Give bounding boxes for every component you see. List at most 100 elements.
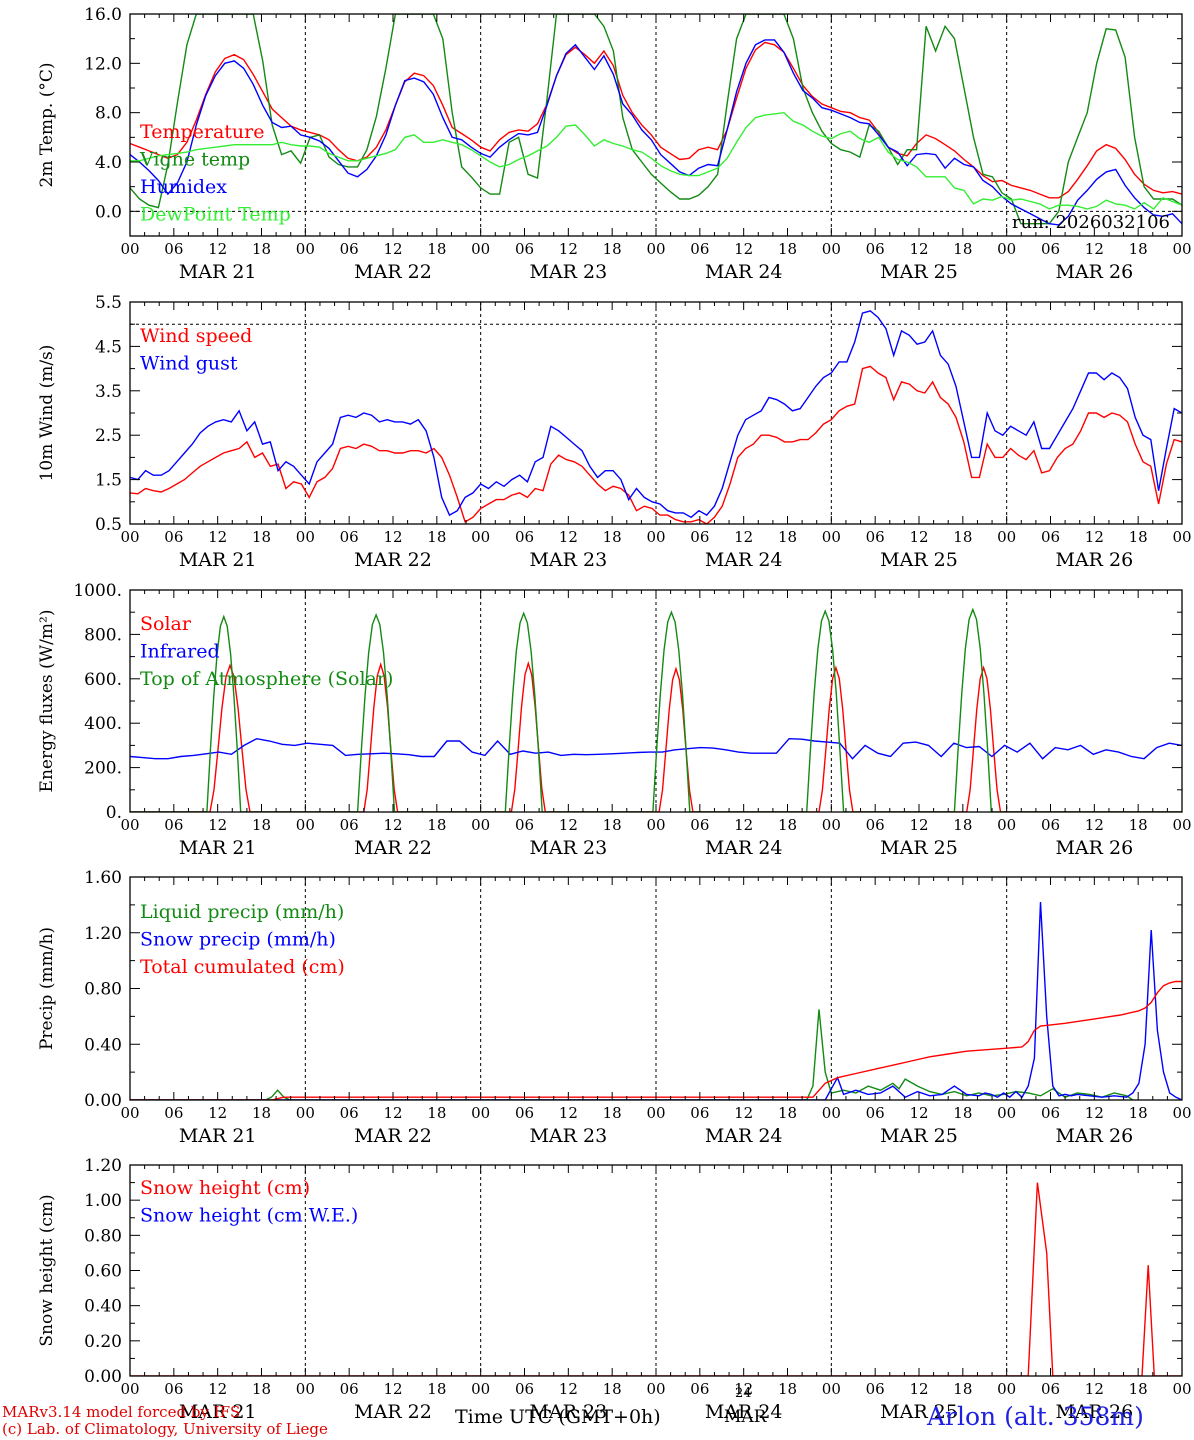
- x-tick-label: 18: [603, 1104, 622, 1122]
- center-month-label: MAR: [724, 1407, 767, 1427]
- x-tick-label: 00: [1172, 1104, 1191, 1122]
- x-tick-label: 00: [997, 1380, 1016, 1398]
- x-tick-label: 06: [1041, 816, 1060, 834]
- x-tick-label: 12: [1085, 816, 1104, 834]
- x-tick-label: 00: [471, 528, 490, 546]
- y-axis-title: Precip (mm/h): [37, 927, 57, 1050]
- x-day-label: MAR 21: [179, 261, 257, 283]
- series-line-vigne-temp: [130, 14, 1182, 225]
- legend-entry: Humidex: [140, 176, 227, 198]
- x-day-label: MAR 26: [1055, 261, 1133, 283]
- y-tick-label: 0.0: [95, 202, 122, 222]
- y-tick-label: 4.0: [95, 153, 122, 173]
- x-tick-label: 18: [603, 240, 622, 258]
- x-tick-label: 18: [1129, 1380, 1148, 1398]
- x-tick-label: 12: [559, 816, 578, 834]
- y-tick-label: 0.00: [84, 1091, 122, 1111]
- x-day-label: MAR 21: [179, 549, 257, 571]
- plot-area: [130, 14, 1182, 226]
- x-tick-label: 06: [340, 1104, 359, 1122]
- x-tick-label: 12: [734, 240, 753, 258]
- x-tick-label: 00: [822, 240, 841, 258]
- x-tick-label: 12: [734, 816, 753, 834]
- x-tick-label: 06: [866, 1104, 885, 1122]
- station-label: Arlon (alt. 358m): [927, 1402, 1144, 1431]
- x-tick-label: 00: [822, 816, 841, 834]
- panel-4: [129, 876, 1183, 1101]
- model-credit-line1: MARv3.14 model forced by IFS: [2, 1403, 241, 1421]
- x-tick-label: 12: [383, 528, 402, 546]
- y-axis-title: 2m Temp. (°C): [37, 62, 57, 187]
- x-day-label: MAR 25: [880, 1125, 958, 1147]
- x-tick-label: 06: [1041, 528, 1060, 546]
- x-tick-label: 00: [822, 1380, 841, 1398]
- y-tick-label: 8.0: [95, 104, 122, 124]
- y-axis-title: Snow height (cm): [37, 1194, 57, 1346]
- x-tick-label: 06: [515, 528, 534, 546]
- x-tick-label: 06: [515, 240, 534, 258]
- y-tick-label: 3.5: [95, 382, 122, 402]
- series-line-dewpoint-temp: [130, 111, 1182, 210]
- x-day-label: MAR 21: [179, 1125, 257, 1147]
- x-tick-label: 18: [778, 240, 797, 258]
- center-day-label: 24: [735, 1386, 752, 1401]
- x-tick-label: 00: [471, 816, 490, 834]
- x-tick-label: 00: [997, 816, 1016, 834]
- x-tick-label: 12: [1085, 528, 1104, 546]
- x-tick-label: 06: [866, 528, 885, 546]
- x-day-label: MAR 24: [705, 1401, 783, 1423]
- x-tick-label: 18: [603, 816, 622, 834]
- x-tick-label: 00: [296, 528, 315, 546]
- y-tick-label: 0.20: [84, 1332, 122, 1352]
- y-tick-label: 16.0: [84, 5, 122, 25]
- x-tick-label: 06: [515, 1380, 534, 1398]
- x-tick-label: 06: [340, 240, 359, 258]
- x-tick-label: 12: [1085, 1380, 1104, 1398]
- plot-area: [130, 1182, 1182, 1376]
- x-tick-label: 12: [208, 1380, 227, 1398]
- panel-5: [129, 1164, 1183, 1377]
- y-tick-label: 12.0: [84, 54, 122, 74]
- x-tick-label: 00: [1172, 816, 1191, 834]
- x-tick-label: 00: [120, 528, 139, 546]
- x-tick-label: 00: [471, 240, 490, 258]
- x-tick-label: 00: [120, 1380, 139, 1398]
- x-tick-label: 00: [822, 1104, 841, 1122]
- x-day-label: MAR 24: [705, 261, 783, 283]
- x-day-label: MAR 22: [354, 837, 432, 859]
- x-tick-label: 12: [559, 528, 578, 546]
- x-day-label: MAR 24: [705, 1125, 783, 1147]
- x-tick-label: 18: [1129, 1104, 1148, 1122]
- series-line-wind-speed: [130, 365, 1182, 524]
- x-tick-label: 12: [909, 1104, 928, 1122]
- y-tick-label: 1.20: [84, 924, 122, 944]
- x-day-label: MAR 23: [529, 837, 607, 859]
- x-tick-label: 12: [559, 240, 578, 258]
- y-tick-label: 1.20: [84, 1156, 122, 1176]
- x-tick-label: 00: [997, 240, 1016, 258]
- x-tick-label: 00: [471, 1104, 490, 1122]
- x-day-label: MAR 23: [529, 1401, 607, 1423]
- run-label: run: 2026032106: [1012, 212, 1170, 233]
- y-tick-label: 0.80: [84, 1226, 122, 1246]
- y-tick-label: 400.: [84, 714, 122, 734]
- x-day-label: MAR 25: [880, 549, 958, 571]
- x-tick-label: 18: [1129, 528, 1148, 546]
- panel-2: [129, 301, 1183, 525]
- y-tick-label: 0.40: [84, 1297, 122, 1317]
- x-tick-label: 12: [734, 528, 753, 546]
- y-axis-title: Energy fluxes (W/m²): [37, 610, 57, 793]
- x-tick-label: 06: [1041, 1104, 1060, 1122]
- y-tick-label: 0.00: [84, 1367, 122, 1387]
- series-line-temperature: [130, 41, 1182, 199]
- x-tick-label: 12: [909, 240, 928, 258]
- x-tick-label: 06: [340, 816, 359, 834]
- x-tick-label: 00: [646, 240, 665, 258]
- x-tick-label: 06: [164, 528, 183, 546]
- y-tick-label: 2.5: [95, 426, 122, 446]
- x-tick-label: 12: [208, 528, 227, 546]
- legend-entry: Wind gust: [140, 353, 238, 375]
- y-tick-label: 5.5: [95, 293, 122, 313]
- x-day-label: MAR 21: [179, 1401, 257, 1423]
- series-line-humidex: [130, 39, 1182, 226]
